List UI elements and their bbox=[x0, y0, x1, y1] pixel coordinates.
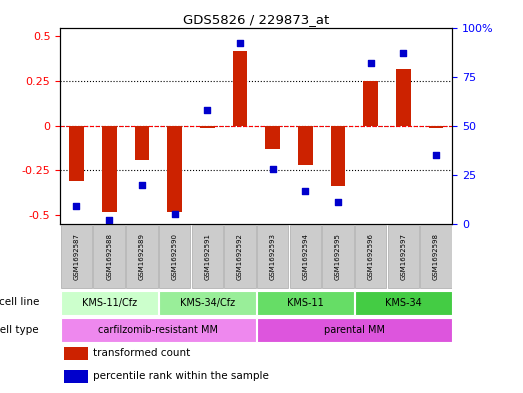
Text: GSM1692592: GSM1692592 bbox=[237, 233, 243, 280]
Point bbox=[203, 107, 211, 113]
Bar bbox=[64, 370, 88, 383]
Bar bbox=[159, 225, 190, 288]
Bar bbox=[61, 225, 92, 288]
Bar bbox=[257, 318, 452, 342]
Point bbox=[170, 211, 179, 217]
Bar bbox=[167, 126, 182, 211]
Bar bbox=[429, 126, 444, 128]
Text: GSM1692598: GSM1692598 bbox=[433, 233, 439, 280]
Bar bbox=[265, 126, 280, 149]
Bar bbox=[134, 126, 149, 160]
Bar bbox=[69, 126, 84, 181]
Text: GSM1692595: GSM1692595 bbox=[335, 233, 341, 280]
Bar bbox=[331, 126, 345, 187]
Bar bbox=[396, 69, 411, 126]
Bar bbox=[388, 225, 419, 288]
Text: GSM1692593: GSM1692593 bbox=[270, 233, 276, 280]
Bar bbox=[159, 290, 256, 315]
Text: cell line: cell line bbox=[0, 297, 39, 307]
Point bbox=[367, 60, 375, 66]
Bar bbox=[200, 126, 214, 128]
Bar bbox=[191, 225, 223, 288]
Bar bbox=[298, 126, 313, 165]
Point bbox=[105, 217, 113, 223]
Text: GSM1692596: GSM1692596 bbox=[368, 233, 373, 280]
Point bbox=[432, 152, 440, 158]
Text: cell type: cell type bbox=[0, 325, 39, 334]
Text: GSM1692591: GSM1692591 bbox=[204, 233, 210, 280]
Point bbox=[138, 182, 146, 188]
Point bbox=[72, 203, 81, 209]
Bar bbox=[233, 51, 247, 126]
Bar bbox=[224, 225, 256, 288]
Bar bbox=[322, 225, 354, 288]
Point bbox=[236, 40, 244, 46]
Text: GSM1692597: GSM1692597 bbox=[401, 233, 406, 280]
Text: KMS-34/Cfz: KMS-34/Cfz bbox=[180, 298, 235, 308]
Point bbox=[301, 187, 310, 194]
Bar bbox=[126, 225, 157, 288]
Bar bbox=[420, 225, 452, 288]
Text: parental MM: parental MM bbox=[324, 325, 385, 335]
Bar bbox=[290, 225, 321, 288]
Bar bbox=[64, 347, 88, 360]
Text: percentile rank within the sample: percentile rank within the sample bbox=[94, 371, 269, 380]
Bar bbox=[257, 290, 354, 315]
Bar bbox=[363, 81, 378, 126]
Bar bbox=[61, 318, 256, 342]
Bar bbox=[94, 225, 125, 288]
Bar bbox=[257, 225, 288, 288]
Text: KMS-11: KMS-11 bbox=[287, 298, 324, 308]
Text: KMS-11/Cfz: KMS-11/Cfz bbox=[82, 298, 137, 308]
Point bbox=[399, 50, 407, 56]
Point bbox=[268, 166, 277, 172]
Title: GDS5826 / 229873_at: GDS5826 / 229873_at bbox=[183, 13, 329, 26]
Bar bbox=[355, 225, 386, 288]
Text: GSM1692590: GSM1692590 bbox=[172, 233, 177, 280]
Bar bbox=[355, 290, 452, 315]
Bar bbox=[61, 290, 157, 315]
Text: transformed count: transformed count bbox=[94, 348, 191, 358]
Text: carfilzomib-resistant MM: carfilzomib-resistant MM bbox=[98, 325, 218, 335]
Text: GSM1692589: GSM1692589 bbox=[139, 233, 145, 280]
Bar bbox=[102, 126, 117, 211]
Point bbox=[334, 199, 342, 206]
Text: KMS-34: KMS-34 bbox=[385, 298, 422, 308]
Text: GSM1692587: GSM1692587 bbox=[74, 233, 79, 280]
Text: GSM1692588: GSM1692588 bbox=[106, 233, 112, 280]
Text: GSM1692594: GSM1692594 bbox=[302, 233, 308, 280]
